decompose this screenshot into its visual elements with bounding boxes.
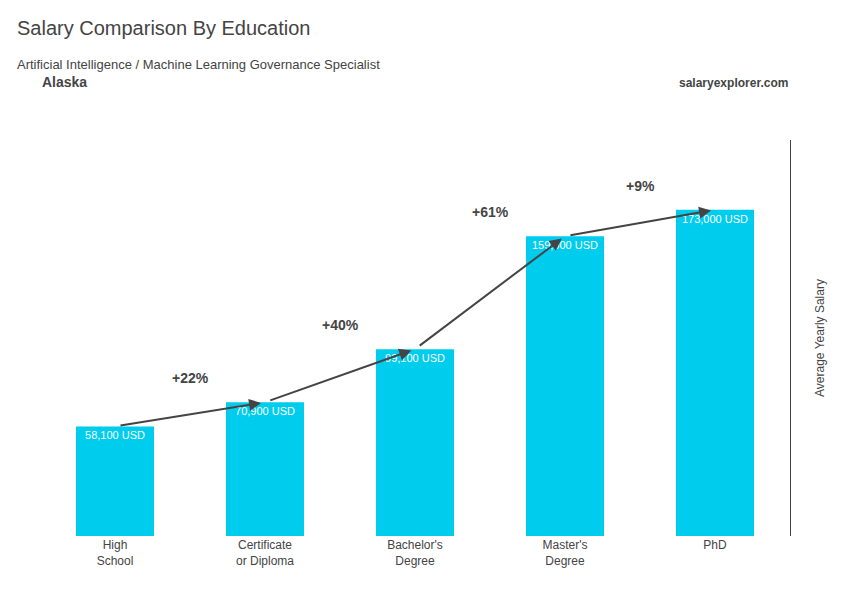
svg-text:HighSchool: HighSchool: [97, 538, 134, 568]
svg-text:+9%: +9%: [626, 178, 655, 194]
svg-text:Average Yearly Salary: Average Yearly Salary: [813, 279, 827, 397]
svg-text:Certificateor Diploma: Certificateor Diploma: [236, 538, 294, 568]
svg-text:salaryexplorer.com: salaryexplorer.com: [679, 76, 788, 90]
svg-text:Bachelor'sDegree: Bachelor'sDegree: [387, 538, 443, 568]
svg-text:173,000 USD: 173,000 USD: [682, 213, 748, 225]
svg-text:99,100 USD: 99,100 USD: [385, 352, 445, 364]
svg-text:Salary Comparison By Education: Salary Comparison By Education: [17, 17, 310, 39]
svg-text:+61%: +61%: [472, 204, 509, 220]
svg-text:Alaska: Alaska: [42, 74, 87, 90]
svg-text:PhD: PhD: [703, 538, 727, 552]
svg-text:70,900 USD: 70,900 USD: [235, 405, 295, 417]
svg-text:Master'sDegree: Master'sDegree: [543, 538, 588, 568]
svg-text:Artificial Intelligence / Mach: Artificial Intelligence / Machine Learni…: [17, 57, 380, 72]
svg-text:+22%: +22%: [172, 370, 209, 386]
svg-text:+40%: +40%: [322, 317, 359, 333]
svg-text:58,100 USD: 58,100 USD: [85, 429, 145, 441]
svg-text:159,000 USD: 159,000 USD: [532, 239, 598, 251]
